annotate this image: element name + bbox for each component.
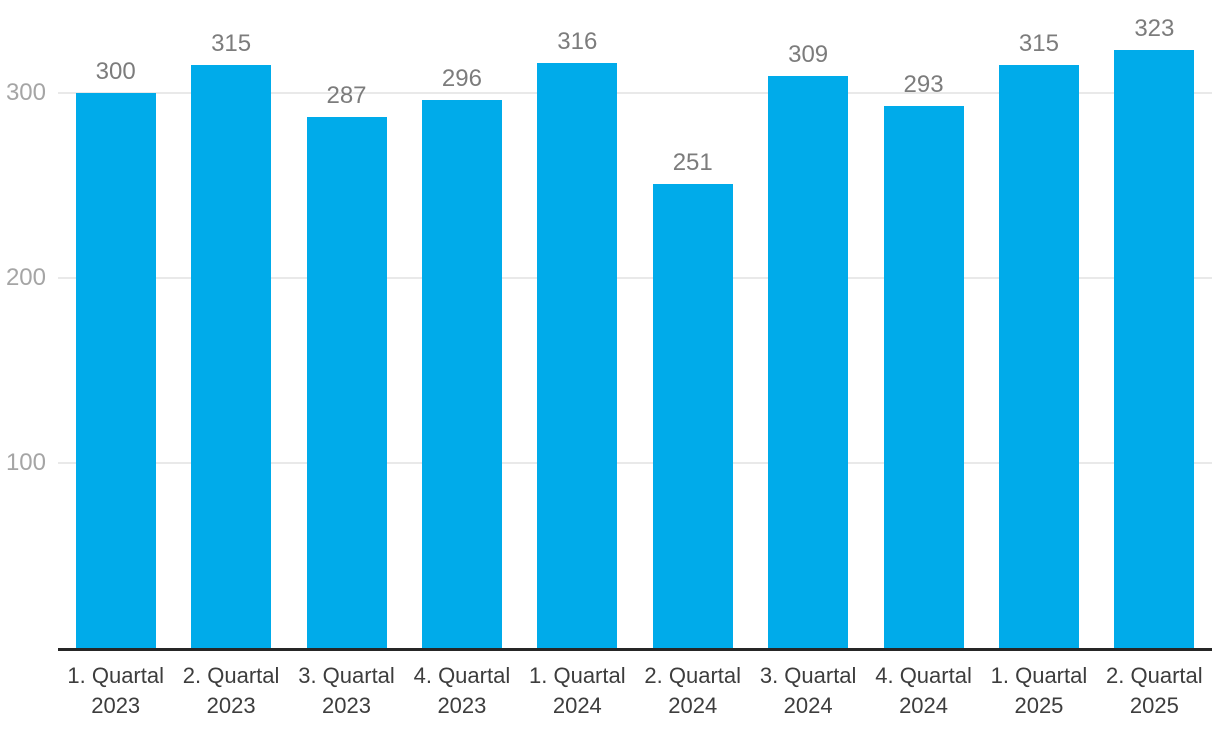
bar: [537, 63, 618, 648]
bar-column: 315: [981, 0, 1096, 648]
bars-row: 300 315 287 296 316 251 309 293 315 323: [58, 0, 1212, 648]
bar-value-label: 323: [1134, 15, 1175, 43]
bar-value-label: 293: [903, 70, 944, 98]
bar-value-label: 309: [788, 41, 829, 69]
bar-column: 251: [635, 0, 750, 648]
x-axis-label: 2. Quartal 2025: [1106, 663, 1203, 718]
bar-column: 300: [58, 0, 173, 648]
x-axis-label: 2. Quartal 2023: [182, 663, 280, 718]
bar-column: 296: [404, 0, 519, 648]
bar: [306, 117, 387, 648]
y-axis: 100 200 300: [0, 0, 46, 736]
gridline: [58, 92, 1212, 94]
y-axis-tick-label: 300: [5, 79, 46, 106]
x-axis-label: 2. Quartal 2024: [644, 663, 742, 718]
x-axis-labels-row: 1. Quartal 2023 2. Quartal 2023 3. Quart…: [58, 661, 1212, 721]
bar: [191, 65, 272, 648]
bar-value-label: 316: [557, 28, 598, 56]
gridline: [58, 277, 1212, 279]
x-axis-label: 1. Quartal 2023: [67, 663, 164, 718]
bar-value-label: 287: [326, 82, 367, 109]
bar-column: 287: [289, 0, 404, 648]
bar-value-label: 251: [672, 148, 713, 176]
x-axis-line: [58, 648, 1212, 651]
bar-value-label: 296: [441, 65, 482, 93]
y-axis-tick-label: 100: [5, 449, 46, 476]
x-axis-label: 4. Quartal 2023: [413, 663, 511, 718]
y-axis-tick-label: 200: [5, 264, 46, 291]
bar: [421, 100, 502, 648]
bar-value-label: 315: [1018, 30, 1059, 58]
x-axis-label: 1. Quartal 2024: [529, 663, 626, 718]
x-axis-label: 3. Quartal 2023: [298, 663, 395, 718]
x-axis-label: 4. Quartal 2024: [875, 663, 972, 718]
bar-value-label: 315: [211, 30, 252, 58]
bar-column: 293: [866, 0, 981, 648]
bar: [1114, 50, 1195, 648]
bar-column: 309: [750, 0, 865, 648]
bar-column: 315: [173, 0, 288, 648]
bar: [883, 105, 964, 648]
bar: [768, 76, 849, 648]
x-axis-label: 3. Quartal 2024: [759, 663, 857, 718]
x-axis-label: 1. Quartal 2025: [990, 663, 1088, 718]
bar-column: 316: [520, 0, 635, 648]
bar: [998, 65, 1079, 648]
plot-area: 300 315 287 296 316 251 309 293 315 323: [58, 0, 1212, 736]
bar-value-label: 300: [95, 58, 136, 85]
bar: [652, 183, 733, 648]
gridline: [58, 462, 1212, 464]
bar: [75, 93, 156, 648]
bar-column: 323: [1097, 0, 1212, 648]
